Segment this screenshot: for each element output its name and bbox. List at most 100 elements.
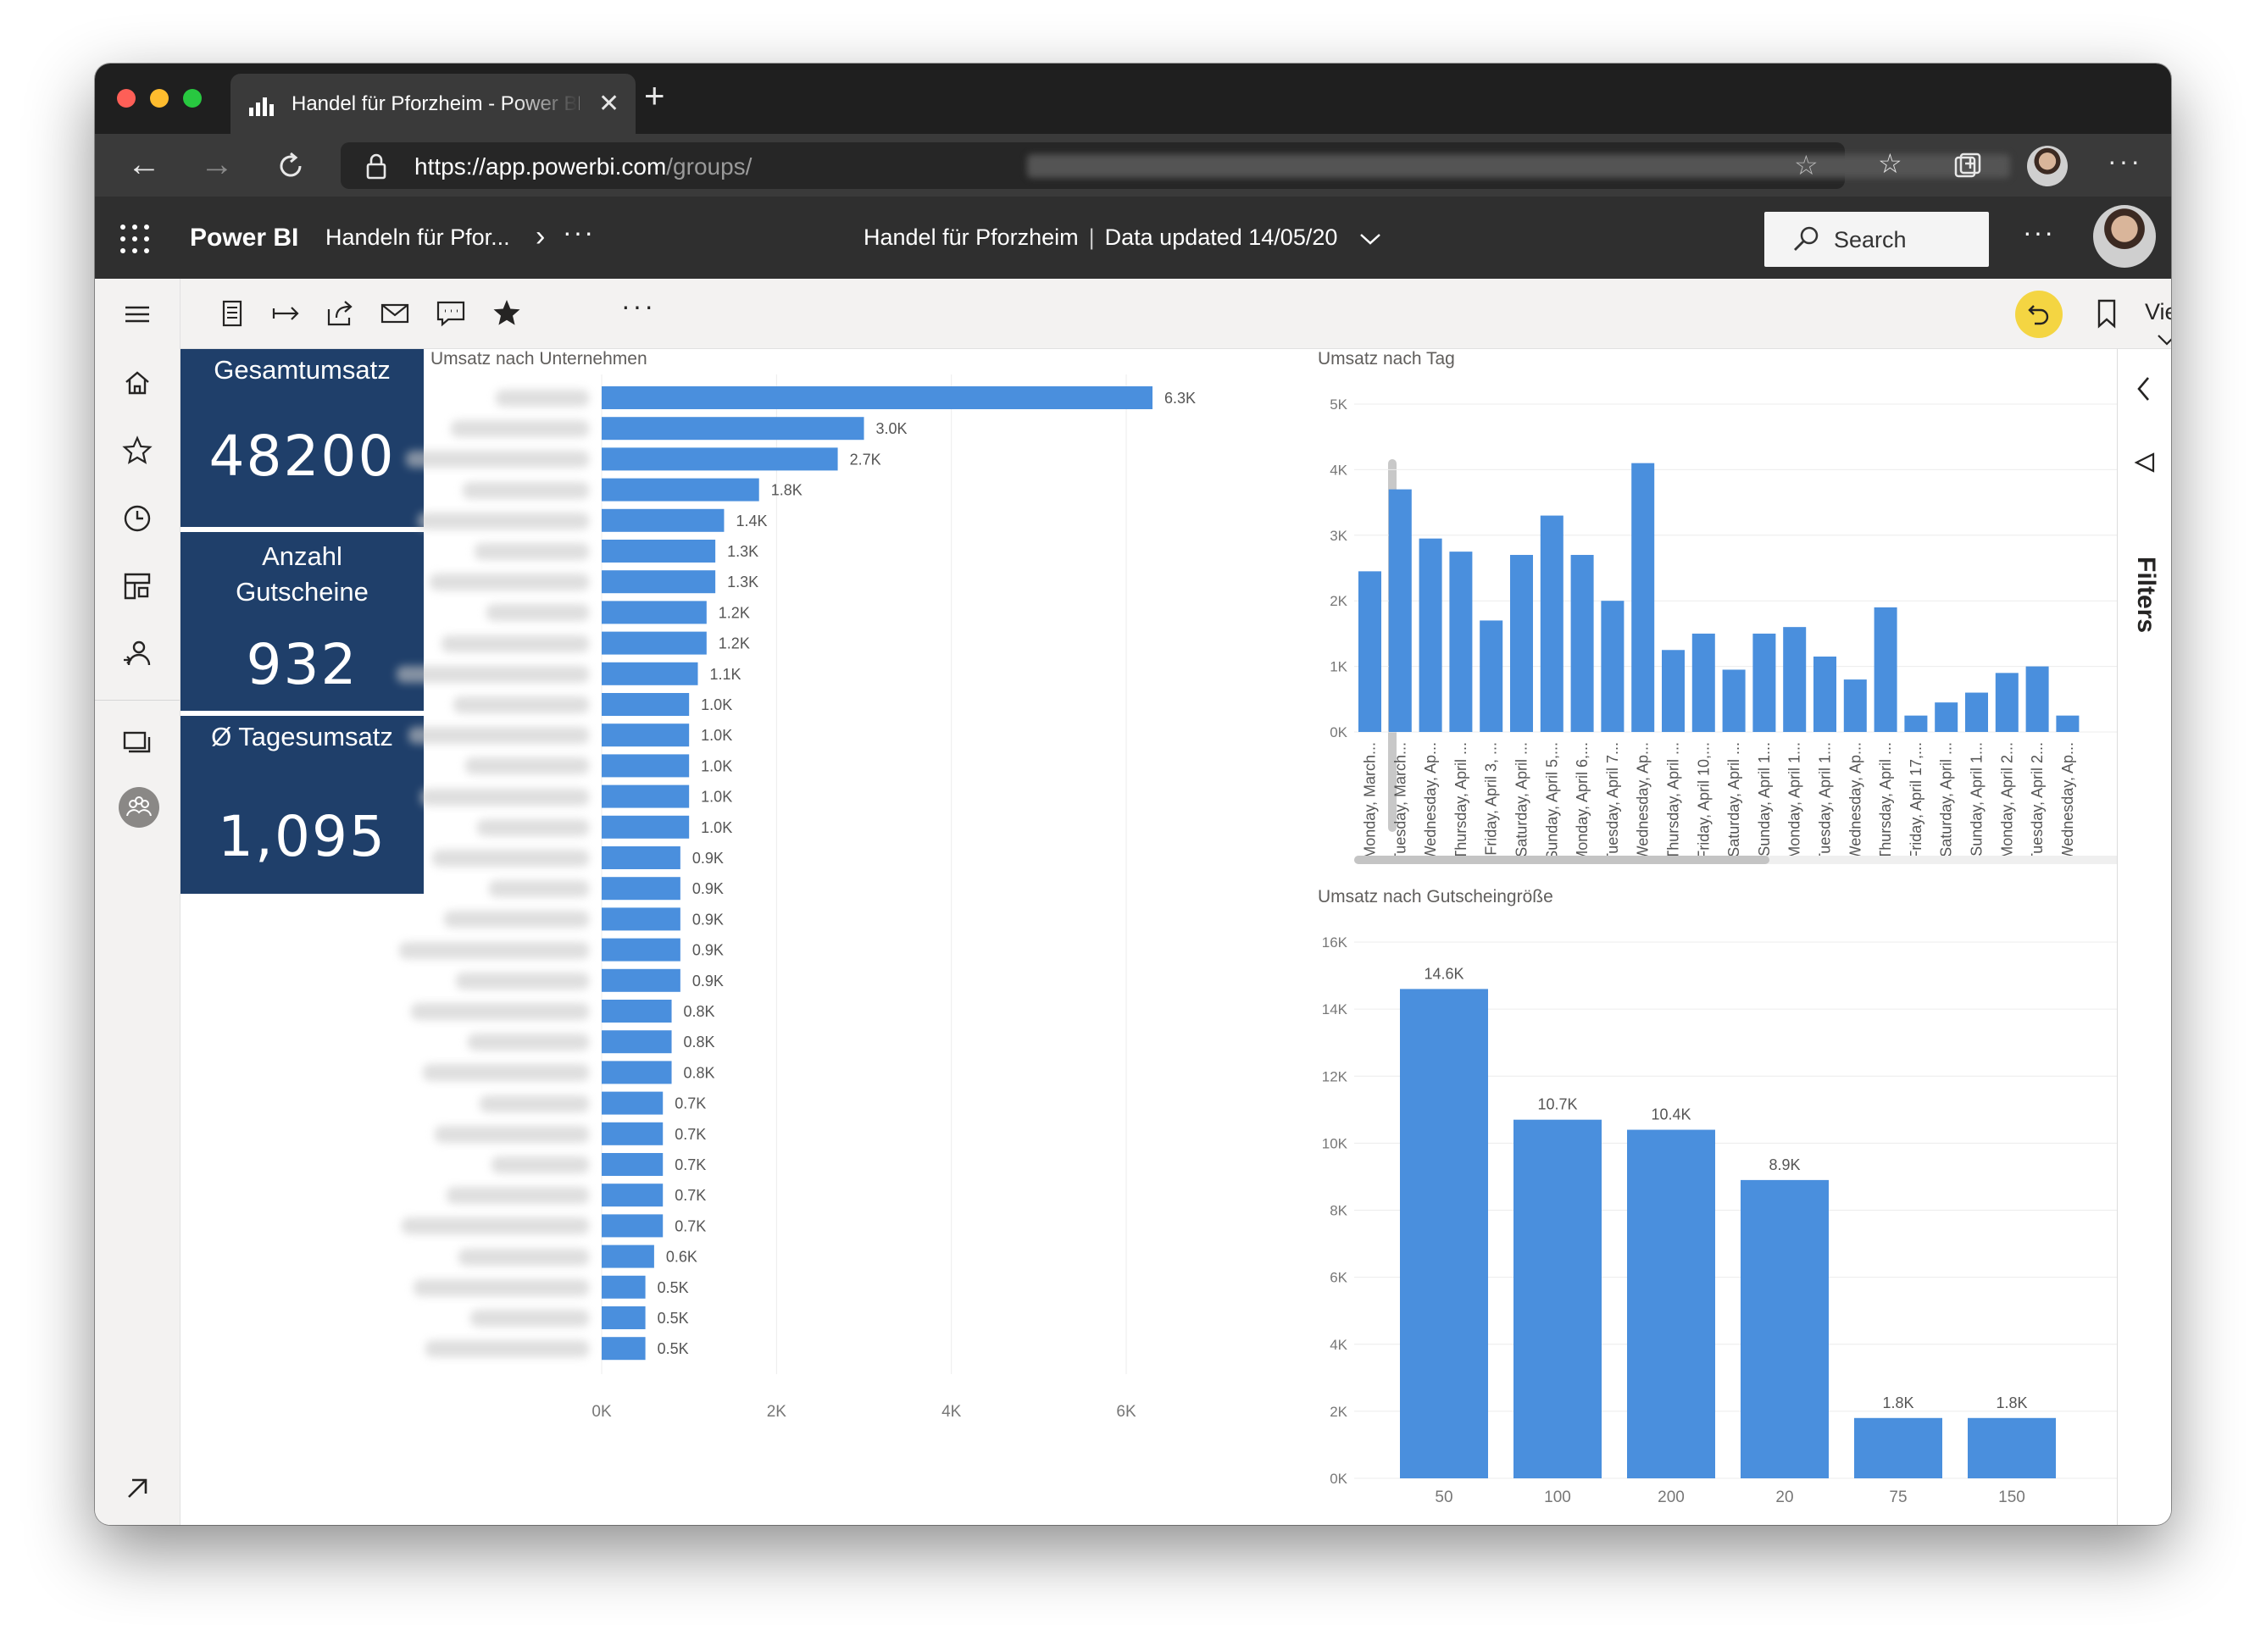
- favorite-star-filled-icon[interactable]: [491, 297, 523, 330]
- view-menu-button[interactable]: View: [2145, 299, 2171, 352]
- share-icon[interactable]: [325, 297, 357, 330]
- home-icon[interactable]: [120, 366, 154, 400]
- x-tick-label: Thursday, April ...: [1877, 742, 1894, 860]
- browser-profile-avatar[interactable]: [2027, 146, 2068, 186]
- report-title-bar[interactable]: Handel für Pforzheim | Data updated 14/05/…: [864, 225, 1381, 251]
- data-label: 0.7K: [675, 1217, 706, 1234]
- kpi-card-anzahl-gutscheine[interactable]: Anzahl Gutscheine 932: [181, 532, 424, 711]
- x-tick-label: Wednesday, Ap...: [1847, 742, 1863, 860]
- recent-clock-icon[interactable]: [120, 502, 154, 535]
- browser-menu-icon[interactable]: ···: [2108, 146, 2142, 176]
- more-options-icon[interactable]: ···: [2023, 217, 2055, 247]
- x-tick-label: 75: [1889, 1488, 1907, 1505]
- app-name[interactable]: Power BI: [190, 224, 299, 252]
- data-label: 0.9K: [692, 911, 724, 928]
- category-label-redacted: [468, 1034, 589, 1051]
- shared-with-me-icon[interactable]: [120, 636, 154, 670]
- bookmark-icon[interactable]: [2092, 297, 2121, 330]
- close-tab-icon[interactable]: ✕: [598, 90, 620, 118]
- apps-icon[interactable]: [120, 569, 154, 603]
- chart-umsatz-nach-gutscheingroesse[interactable]: 0K 2K 4K 6K 8K 10K 12K 14K 16K 14.6K 50 10.7K 100 10.…: [1312, 912, 2171, 1505]
- bar: [1995, 673, 2019, 732]
- expand-arrow-icon[interactable]: [120, 1472, 154, 1505]
- breadcrumb-more-icon[interactable]: ···: [563, 217, 595, 247]
- current-workspace-icon[interactable]: [119, 787, 159, 828]
- reset-undo-button[interactable]: [2015, 291, 2063, 338]
- x-tick-label: Wednesday, Ap...: [1422, 742, 1439, 860]
- bar: [602, 447, 838, 471]
- kpi-title: Gesamtumsatz: [214, 355, 391, 385]
- reload-icon[interactable]: [275, 151, 306, 181]
- category-label-redacted: [408, 727, 589, 745]
- bar: [602, 417, 864, 441]
- kpi-value: 932: [246, 632, 358, 697]
- x-tick-label: Monday, April 1...: [1786, 742, 1803, 859]
- url-path: /groups/: [666, 153, 753, 180]
- x-tick-label: Saturday, April ...: [1938, 742, 1955, 857]
- chart-umsatz-nach-tag[interactable]: 0K 1K 2K 3K 4K 5K Monday, March... Tuesday, Mar…: [1312, 374, 2171, 891]
- file-menu-icon[interactable]: [216, 297, 248, 330]
- breadcrumb-workspace[interactable]: Handeln für Pfor...: [325, 225, 510, 250]
- category-label-redacted: [420, 788, 589, 806]
- close-window-button[interactable]: [117, 89, 136, 108]
- favorites-list-icon[interactable]: ☆: [1878, 148, 1902, 179]
- search-input[interactable]: Search: [1764, 212, 1989, 267]
- x-tick-label: Thursday, April ...: [1452, 742, 1469, 860]
- x-tick-label: 6K: [1116, 1403, 1136, 1421]
- kpi-card-tagesumsatz[interactable]: Ø Tagesumsatz 1,095: [181, 716, 424, 894]
- data-label: 1.0K: [701, 819, 732, 836]
- data-label: 1.0K: [701, 757, 732, 774]
- x-tick-label: 2K: [767, 1403, 787, 1421]
- y-tick-label: 2K: [1330, 593, 1347, 609]
- bar: [602, 540, 716, 563]
- bar: [602, 754, 690, 778]
- browser-tab[interactable]: Handel für Pforzheim - Power BI ✕: [230, 74, 636, 134]
- filters-label[interactable]: Filters: [2132, 557, 2160, 634]
- bar: [602, 1030, 672, 1054]
- kpi-card-gesamtumsatz[interactable]: Gesamtumsatz 48200: [181, 349, 424, 527]
- toolbar-more-icon[interactable]: ···: [621, 291, 656, 321]
- x-tick-label: Sunday, April 1...: [1756, 742, 1773, 856]
- bar: [602, 907, 680, 931]
- url-redacted: [1027, 154, 2010, 178]
- x-tick-label: 50: [1435, 1488, 1452, 1505]
- y-tick-label: 1K: [1330, 659, 1347, 675]
- bar: [1419, 538, 1442, 732]
- y-tick-label: 4K: [1330, 462, 1347, 478]
- x-tick-label: Saturday, April ...: [1725, 742, 1742, 857]
- user-avatar[interactable]: [2093, 205, 2156, 268]
- comment-icon[interactable]: [435, 297, 467, 330]
- x-tick-label: Wednesday, Ap...: [2059, 742, 2076, 860]
- collections-icon[interactable]: [1952, 151, 1983, 181]
- data-label: 0.9K: [692, 942, 724, 959]
- x-tick-label: 150: [1998, 1488, 2025, 1505]
- x-tick-label: Friday, April 17,...: [1908, 742, 1924, 860]
- hamburger-menu-icon[interactable]: [120, 297, 154, 331]
- data-label: 0.9K: [692, 880, 724, 897]
- powerbi-favicon-icon: [249, 97, 274, 116]
- url-field[interactable]: https://app.powerbi.com/groups/ ☆: [341, 142, 2010, 189]
- maximize-window-button[interactable]: [183, 89, 202, 108]
- new-tab-button[interactable]: +: [644, 75, 665, 115]
- back-icon[interactable]: ←: [127, 146, 161, 183]
- view-chevron-icon: [2158, 335, 2171, 346]
- chart-umsatz-nach-unternehmen[interactable]: 0K 2K 4K 6K 6.3K 3.0K 2.7K 1.8K1.4K 1.3K 1.3K 1.2K…: [426, 374, 1477, 1518]
- bar: [1662, 650, 1685, 732]
- app-launcher-icon[interactable]: [120, 225, 149, 253]
- bar: [2025, 666, 2049, 732]
- minimize-window-button[interactable]: [150, 89, 169, 108]
- undo-icon: [2028, 305, 2049, 325]
- bar: [1358, 571, 1381, 732]
- email-icon[interactable]: [379, 297, 411, 330]
- collapse-chevron-icon[interactable]: [2135, 374, 2153, 403]
- bar: [1843, 679, 1867, 732]
- forward-icon[interactable]: →: [200, 146, 234, 183]
- data-label: 1.3K: [727, 574, 758, 590]
- data-label: 0.9K: [692, 850, 724, 867]
- favorites-icon[interactable]: [120, 434, 154, 468]
- export-arrow-icon[interactable]: [270, 297, 303, 330]
- workspaces-icon[interactable]: [120, 726, 154, 760]
- filters-pane-collapsed[interactable]: Filters: [2117, 349, 2171, 1525]
- category-label-redacted: [451, 420, 589, 438]
- favorite-star-icon[interactable]: ☆: [1794, 150, 1819, 180]
